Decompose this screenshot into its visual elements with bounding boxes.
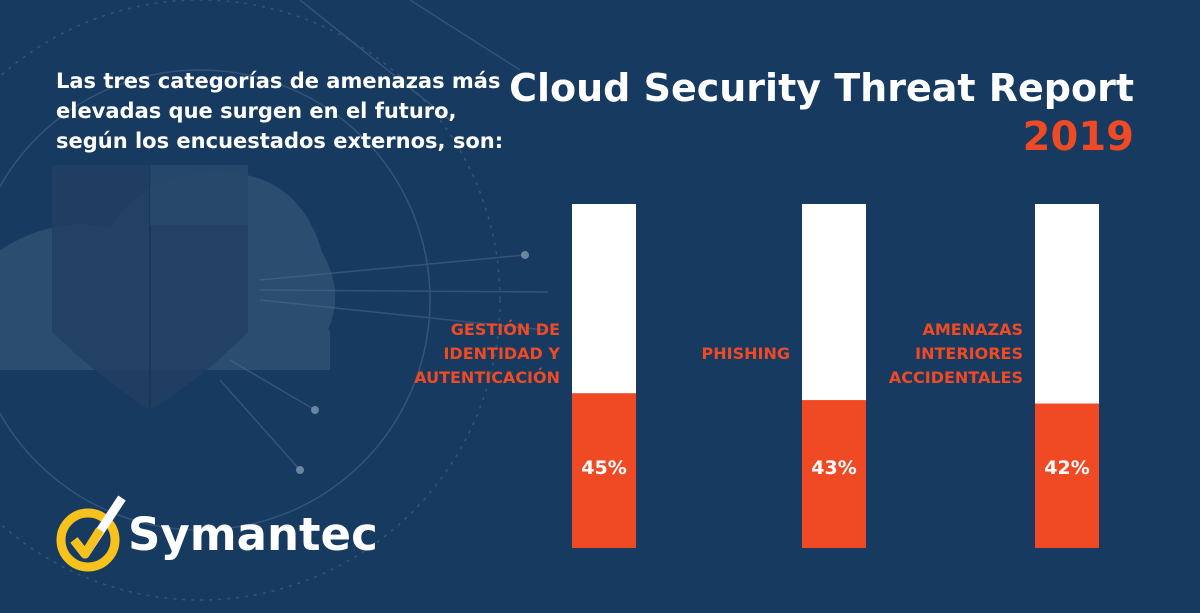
category-label-1: PHISHING [701, 344, 790, 363]
data-label-1: 43% [811, 457, 856, 479]
circuit-lines [0, 0, 549, 601]
bar-1 [802, 400, 866, 548]
bar-0 [572, 393, 636, 548]
bar-2 [1035, 403, 1099, 548]
data-label-0: 45% [581, 457, 626, 479]
symantec-checkmark-icon [56, 495, 126, 572]
cloud-shield-icon [0, 165, 336, 410]
data-label-2: 42% [1044, 457, 1089, 479]
category-label-0: GESTIÓN DE IDENTIDAD Y AUTENTICACIÓN [414, 320, 560, 387]
report-title: Cloud Security Threat Report [509, 66, 1134, 110]
report-year: 2019 [1022, 114, 1134, 160]
intro-text: Las tres categorías de amenazas más elev… [56, 69, 504, 153]
category-label-2: AMENAZAS INTERIORES ACCIDENTALES [888, 320, 1023, 387]
brand-name: Symantec [128, 508, 378, 561]
symantec-logo: Symantec [52, 492, 378, 578]
